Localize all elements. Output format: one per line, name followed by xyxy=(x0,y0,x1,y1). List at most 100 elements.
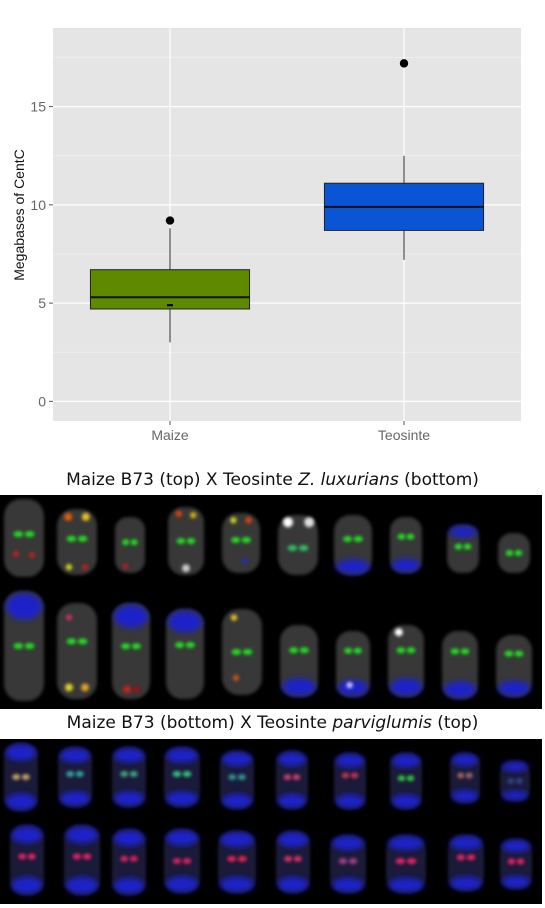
centc-signal xyxy=(350,772,359,779)
chromosome xyxy=(336,631,370,697)
centc-signal xyxy=(176,538,186,544)
centc-signal xyxy=(463,543,472,550)
chromosome xyxy=(390,517,422,573)
x-tick-label: Maize xyxy=(151,427,189,443)
chromosome xyxy=(498,533,530,573)
centc-signal xyxy=(120,771,129,777)
centc-signal xyxy=(348,858,358,865)
centc-signal xyxy=(231,649,242,655)
chromosome xyxy=(112,603,150,699)
centc-signal xyxy=(299,647,309,654)
centc-signal xyxy=(396,647,406,654)
box-teosinte xyxy=(323,59,485,260)
chromosome xyxy=(276,831,310,893)
centc-signal xyxy=(514,650,524,657)
centc-signal xyxy=(406,533,415,540)
y-tick-label: 15 xyxy=(30,99,46,115)
centc-signal xyxy=(283,774,292,781)
chromosome xyxy=(64,825,100,895)
centc-signal xyxy=(298,545,309,551)
chromosome xyxy=(334,753,366,809)
centc-signal xyxy=(457,772,465,779)
centc-signal xyxy=(397,533,406,540)
panel2-caption: Maize B73 (bottom) X Teosinte parviglumi… xyxy=(66,713,479,733)
centc-signal xyxy=(75,771,84,777)
chromosome xyxy=(276,751,308,809)
data-point xyxy=(167,304,173,307)
chromosome xyxy=(448,835,484,891)
x-tick-label: Teosinte xyxy=(378,427,430,443)
centc-signal xyxy=(504,650,514,657)
centc-signal xyxy=(72,853,82,860)
centc-signal xyxy=(507,778,515,784)
centc-signal xyxy=(395,858,406,865)
centc-signal xyxy=(237,855,247,862)
centc-signal xyxy=(82,853,92,860)
y-axis-label: Megabases of CentC xyxy=(11,149,27,281)
y-tick-label: 0 xyxy=(38,393,46,409)
chromosome xyxy=(388,625,424,697)
chromosome xyxy=(280,625,318,697)
chromosome xyxy=(386,835,426,893)
centc-signal xyxy=(66,771,75,777)
centc-signal xyxy=(185,642,195,648)
centc-signal xyxy=(77,638,88,645)
centc-signal xyxy=(131,643,141,650)
chromosome xyxy=(222,513,260,573)
chromosome xyxy=(442,631,478,699)
centc-signal xyxy=(12,774,21,780)
chromosome xyxy=(166,609,204,699)
centc-signal xyxy=(289,647,299,654)
centc-signal xyxy=(130,539,138,546)
centc-signal xyxy=(24,531,35,538)
centc-signal xyxy=(66,535,77,542)
centc-signal xyxy=(227,855,237,862)
chromosome xyxy=(4,743,38,811)
box-maize xyxy=(89,216,251,343)
centc-signal xyxy=(182,771,192,777)
centc-signal xyxy=(454,543,463,550)
centc-signal xyxy=(344,647,353,654)
centc-signal xyxy=(460,648,470,655)
centc-signal xyxy=(397,775,406,782)
chromosome xyxy=(220,751,254,809)
centc-signal xyxy=(516,858,525,865)
chromosome xyxy=(4,591,44,701)
centc-signal xyxy=(120,855,129,862)
centc-signal xyxy=(237,774,246,781)
centc-signal xyxy=(129,855,138,862)
outlier-point xyxy=(399,59,409,68)
y-tick-label: 5 xyxy=(38,295,46,311)
centc-signal xyxy=(13,643,24,649)
centc-signal xyxy=(287,545,298,551)
chromosome xyxy=(447,525,479,573)
centc-signal xyxy=(515,778,523,784)
centc-signal xyxy=(341,772,350,779)
chromosome xyxy=(500,761,530,801)
centc-signal xyxy=(186,538,196,544)
chromosome xyxy=(164,747,200,807)
centc-signal xyxy=(121,643,131,650)
centc-signal xyxy=(284,855,293,862)
chromosome xyxy=(500,839,532,889)
chromosome xyxy=(222,609,262,695)
centc-signal xyxy=(175,642,185,648)
centc-signal xyxy=(450,648,460,655)
centc-signal xyxy=(77,535,88,542)
centc-signal xyxy=(505,550,514,556)
chromosome xyxy=(10,825,44,895)
centc-signal xyxy=(242,649,253,655)
chromosome xyxy=(168,507,204,575)
chromosome xyxy=(450,753,480,803)
centc-signal xyxy=(182,858,192,864)
centc-signal xyxy=(514,550,523,556)
centc-signal xyxy=(231,537,241,543)
boxplot-chart: 0 5 10 15 Maize Teosinte Megabases of CentC xyxy=(11,28,521,443)
centc-signal xyxy=(21,774,30,780)
centc-signal xyxy=(27,853,36,860)
centc-signal xyxy=(338,858,348,865)
panel1-caption: Maize B73 (top) X Teosinte Z. luxurians … xyxy=(66,470,479,490)
karyotype-panel-luxurians xyxy=(0,495,542,709)
centc-signal xyxy=(353,647,362,654)
centc-signal xyxy=(293,855,302,862)
